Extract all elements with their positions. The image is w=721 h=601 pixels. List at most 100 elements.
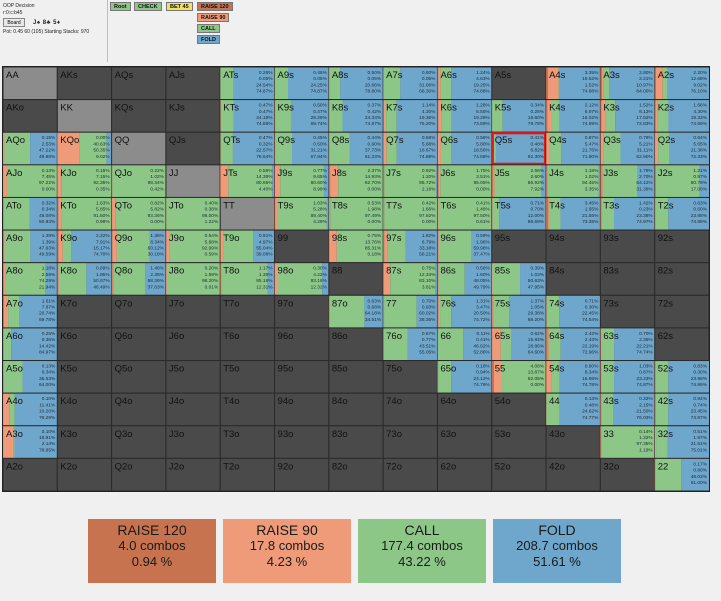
hand-cell-Q2s[interactable]: 0.64%5.65%21.38%72.33% Q2s — [654, 131, 709, 166]
hand-cell-KTo[interactable]: 1.63%5.85%91.50%0.98% KTo — [56, 196, 113, 231]
hand-cell-K9o[interactable]: 2.22%7.91%15.17%74.70% K9o — [56, 229, 113, 264]
hand-cell-93o[interactable]: 93o — [274, 425, 330, 459]
hand-cell-K2s[interactable]: 1.68%4.30%19.33%74.69% K2s — [654, 99, 709, 133]
hand-cell-T5o[interactable]: T5o — [219, 360, 276, 394]
hand-cell-Q9o[interactable]: 1.36%8.34%60.12%30.18% Q9o — [111, 229, 167, 264]
hand-cell-85s[interactable]: 0.39%1.03%50.63%47.95% 85s — [491, 262, 547, 296]
hand-cell-QJo[interactable]: 0.22%1.02%98.34%0.42% QJo — [111, 164, 167, 198]
hand-cell-85o[interactable]: 85o — [328, 360, 384, 394]
hand-cell-T9o[interactable]: 0.91%4.97%55.04%39.08% T9o — [219, 229, 276, 264]
hand-cell-T4o[interactable]: T4o — [219, 392, 276, 427]
hand-cell-J9o[interactable]: 0.54%5.88%92.99%0.59% J9o — [165, 229, 221, 264]
hand-cell-T8o[interactable]: 1.17%1.36%85.16%12.31% T8o — [219, 262, 276, 296]
hand-cell-33[interactable]: 0.14%1.32%97.35%1.19% 33 — [599, 425, 656, 459]
hand-cell-42o[interactable]: 42o — [545, 457, 601, 491]
hand-cell-Q6s[interactable]: 0.58%5.80%18.56%74.88% Q6s — [436, 131, 493, 166]
hand-cell-K5s[interactable]: 0.34%0.28%19.60%79.78% K5s — [491, 99, 547, 133]
hand-cell-53s[interactable]: 1.03%0.87%23.23%74.87% 53s — [599, 360, 656, 394]
nav-bet-button[interactable]: BET 45 — [166, 2, 193, 11]
hand-cell-A6o[interactable]: 0.25%0.36%14.42%84.97% A6o — [3, 327, 58, 362]
hand-cell-54s[interactable]: 0.90%8.34%15.98%74.78% 54s — [545, 360, 601, 394]
hand-cell-K7o[interactable]: K7o — [56, 294, 113, 329]
hand-cell-J3o[interactable]: J3o — [165, 425, 221, 459]
hand-cell-98o[interactable]: 0.30%4.22%83.16%12.32% 98o — [274, 262, 330, 296]
hand-cell-AQo[interactable]: 0.15%2.53%47.22%49.98% AQo — [3, 131, 58, 166]
hand-cell-T6o[interactable]: T6o — [219, 327, 276, 362]
hand-cell-T7s[interactable]: 0.42%1.66%97.92%0.00% T7s — [382, 196, 438, 231]
hand-cell-K9s[interactable]: 0.50%0.47%29.29%69.74% K9s — [274, 99, 330, 133]
hand-cell-82o[interactable]: 82o — [328, 457, 384, 491]
hand-cell-KQs[interactable]: KQs — [111, 99, 167, 133]
hand-cell-52s[interactable]: 0.83%0.30%23.98%74.89% 52s — [654, 360, 709, 394]
hand-cell-53o[interactable]: 53o — [491, 425, 547, 459]
hand-cell-Q8o[interactable]: 1.46%2.35%58.36%37.83% Q8o — [111, 262, 167, 296]
hand-cell-A4o[interactable]: 0.10%11.41%10.20%78.29% A4o — [3, 392, 58, 427]
nav-check-button[interactable]: CHECK — [134, 2, 162, 11]
hand-cell-A7o[interactable]: 1.61%7.87%20.74%69.78% A7o — [3, 294, 58, 329]
hand-cell-62s[interactable]: 62s — [654, 327, 709, 362]
hand-cell-95o[interactable]: 95o — [274, 360, 330, 394]
hand-cell-AJo[interactable]: 0.13%7.45%97.22%0.00% AJo — [3, 164, 58, 198]
hand-cell-Q8s[interactable]: 0.44%0.60%37.73%61.23% Q8s — [328, 131, 384, 166]
hand-cell-K5o[interactable]: K5o — [56, 360, 113, 394]
hand-cell-73o[interactable]: 73o — [382, 425, 438, 459]
hand-cell-K7s[interactable]: 1.14%4.30%19.36%75.20% K7s — [382, 99, 438, 133]
hand-cell-AA[interactable]: AA — [3, 67, 58, 101]
hand-cell-63s[interactable]: 0.70%2.35%22.21%74.74% 63s — [599, 327, 656, 362]
hand-cell-93s[interactable]: 93s — [599, 229, 656, 264]
hand-cell-86s[interactable]: 0.56%1.60%48.05%49.79% 86s — [436, 262, 493, 296]
hand-cell-84s[interactable]: 84s — [545, 262, 601, 296]
hand-cell-88[interactable]: 88 — [328, 262, 384, 296]
hand-cell-J7o[interactable]: J7o — [165, 294, 221, 329]
hand-cell-42s[interactable]: 0.94%0.74%23.45%74.87% 42s — [654, 392, 709, 427]
hand-cell-64o[interactable]: 64o — [436, 392, 493, 427]
hand-cell-K4s[interactable]: 2.12%6.97%16.02%74.89% K4s — [545, 99, 601, 133]
nav-raise120-button[interactable]: RAISE 120 — [197, 2, 233, 11]
hand-cell-J9s[interactable]: 0.77%9.65%80.60%8.98% J9s — [274, 164, 330, 198]
hand-cell-74o[interactable]: 74o — [382, 392, 438, 427]
hand-cell-54o[interactable]: 54o — [491, 392, 547, 427]
hand-cell-J5o[interactable]: J5o — [165, 360, 221, 394]
hand-cell-K8o[interactable]: 0.89%1.95%50.67%46.49% K8o — [56, 262, 113, 296]
hand-cell-J8s[interactable]: 2.37%14.93%82.70%0.00% J8s — [328, 164, 384, 198]
hand-cell-KJs[interactable]: KJs — [165, 99, 221, 133]
hand-cell-A6s[interactable]: 1.24%4.63%19.25%74.88% A6s — [436, 67, 493, 101]
hand-cell-Q4o[interactable]: Q4o — [111, 392, 167, 427]
hand-cell-QJs[interactable]: QJs — [165, 131, 221, 166]
hand-cell-98s[interactable]: 0.75%13.76%85.31%0.18% 98s — [328, 229, 384, 264]
hand-cell-KTs[interactable]: 0.47%0.47%24.18%74.88%KTs — [219, 99, 276, 133]
hand-cell-87o[interactable]: 0.63%0.68%64.18%34.51% 87o — [328, 294, 384, 329]
hand-cell-Q3s[interactable]: 0.78%5.21%31.11%62.90% Q3s — [599, 131, 656, 166]
hand-cell-A3s[interactable]: 2.80%2.21%10.97%84.00% A3s — [599, 67, 656, 101]
hand-cell-A8o[interactable]: 1.18%2.59%74.29%21.94% A8o — [3, 262, 58, 296]
hand-cell-T8s[interactable]: 0.53%1.98%97.49%0.00% T8s — [328, 196, 384, 231]
hand-cell-K6o[interactable]: K6o — [56, 327, 113, 362]
hand-cell-J2o[interactable]: J2o — [165, 457, 221, 491]
hand-cell-65s[interactable]: 0.62%15.92%18.86%64.60% 65s — [491, 327, 547, 362]
hand-cell-64s[interactable]: 2.42%2.43%22.19%72.96% 64s — [545, 327, 601, 362]
hand-cell-K6s[interactable]: 1.28%5.55%19.28%73.89% K6s — [436, 99, 493, 133]
hand-cell-82s[interactable]: 82s — [654, 262, 709, 296]
hand-cell-K4o[interactable]: K4o — [56, 392, 113, 427]
hand-cell-94s[interactable]: 94s — [545, 229, 601, 264]
hand-cell-J4s[interactable]: 1.18%1.02%94.45%3.35% J4s — [545, 164, 601, 198]
hand-cell-94o[interactable]: 94o — [274, 392, 330, 427]
hand-cell-JJ[interactable]: JJ — [165, 164, 221, 198]
hand-cell-Q6o[interactable]: Q6o — [111, 327, 167, 362]
hand-cell-K3o[interactable]: K3o — [56, 425, 113, 459]
hand-cell-84o[interactable]: 84o — [328, 392, 384, 427]
hand-cell-QTo[interactable]: 0.82%5.82%93.36%0.00% QTo — [111, 196, 167, 231]
hand-cell-J2s[interactable]: 1.21%0.97%80.79%17.00% J2s — [654, 164, 709, 198]
hand-cell-77[interactable]: 0.70%0.93%60.02%38.35% 77 — [382, 294, 438, 329]
hand-cell-87s[interactable]: 0.75%12.34%83.10%3.81% 87s — [382, 262, 438, 296]
hand-cell-99[interactable]: 99 — [274, 229, 330, 264]
hand-cell-J6s[interactable]: 1.75%3.51%95.05%0.00% J6s — [436, 164, 493, 198]
hand-cell-95s[interactable]: 95s — [491, 229, 547, 264]
hand-cell-66[interactable]: 0.11%0.41%46.62%52.86% 66 — [436, 327, 493, 362]
hand-cell-J7s[interactable]: 0.92%1.20%95.72%2.16% J7s — [382, 164, 438, 198]
hand-cell-97o[interactable]: 97o — [274, 294, 330, 329]
hand-cell-75s[interactable]: 1.37%1.05%29.38%68.20% 75s — [491, 294, 547, 329]
hand-cell-73s[interactable]: 73s — [599, 294, 656, 329]
hand-cell-43o[interactable]: 43o — [545, 425, 601, 459]
hand-cell-Q5s[interactable]: 0.41%0.48%6.82%92.30% Q5s — [491, 131, 547, 166]
